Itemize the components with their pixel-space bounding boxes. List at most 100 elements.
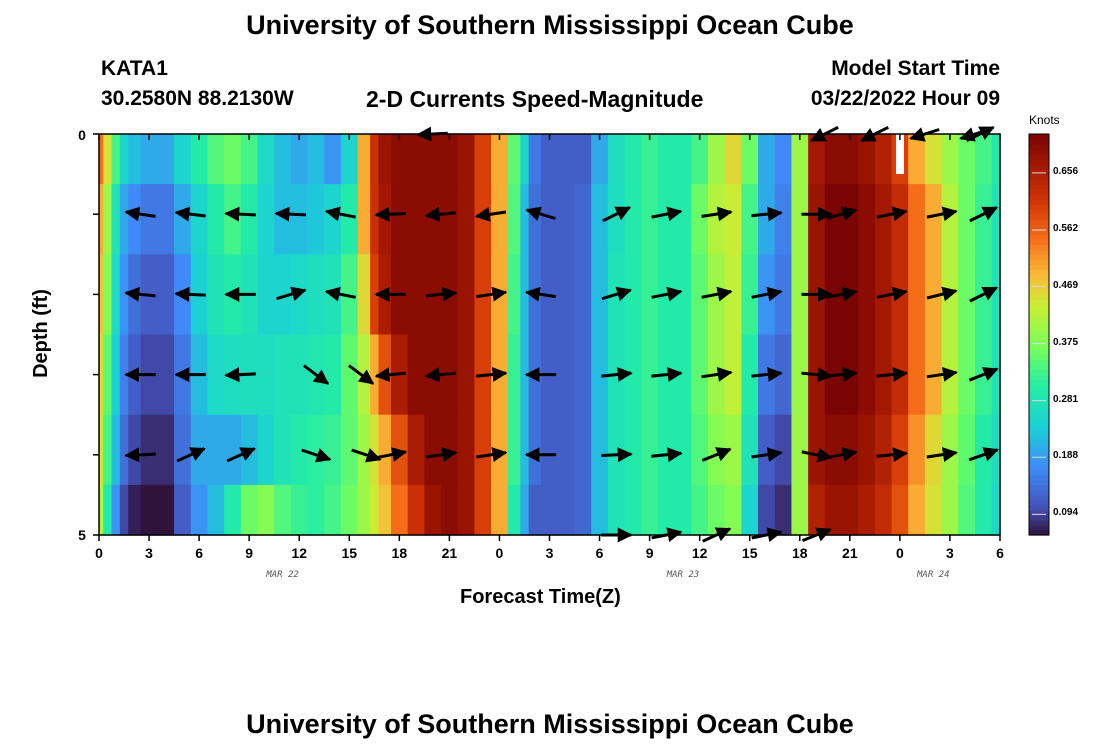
heatmap-cell — [507, 484, 521, 536]
heatmap-cell — [574, 134, 592, 185]
current-vector-arrow — [302, 364, 330, 385]
colorbar-segment — [1029, 479, 1049, 486]
heatmap-cell — [99, 184, 104, 255]
heatmap-cell — [974, 134, 993, 185]
heatmap-cell — [257, 414, 275, 486]
colorbar-segment — [1029, 514, 1049, 521]
heatmap-cell — [390, 414, 409, 486]
colorbar-segment — [1029, 394, 1049, 401]
current-vector-arrow — [324, 286, 356, 302]
heatmap-cell — [774, 254, 793, 336]
heatmap-cell — [858, 414, 876, 486]
heatmap-cell — [991, 134, 1001, 185]
colorbar-segment — [1029, 309, 1049, 316]
heatmap-cell — [541, 414, 559, 486]
heatmap-cell — [190, 484, 209, 536]
heatmap-cell — [441, 184, 459, 255]
x-tick-label: 9 — [645, 545, 654, 561]
heatmap-cell — [474, 184, 492, 255]
heatmap-cell — [157, 414, 175, 486]
colorbar-segment — [1029, 314, 1049, 321]
heatmap-cell — [520, 184, 530, 255]
heatmap-cell — [119, 484, 129, 536]
heatmap-cell — [958, 334, 976, 416]
colorbar-segment — [1029, 429, 1049, 436]
heatmap-cell — [324, 184, 342, 255]
heatmap-cell — [808, 134, 826, 185]
heatmap-cell — [574, 414, 592, 486]
heatmap-cell — [657, 484, 676, 536]
colorbar-segment — [1029, 319, 1049, 326]
heatmap-cell — [674, 254, 692, 336]
heatmap-cell — [190, 134, 209, 185]
colorbar-segment — [1029, 424, 1049, 431]
heatmap-cell — [557, 184, 576, 255]
colorbar-segment — [1029, 359, 1049, 366]
heatmap-cell — [824, 184, 843, 255]
heatmap-cell — [324, 334, 342, 416]
heatmap-cell — [140, 484, 158, 536]
current-vector-arrow — [476, 286, 508, 302]
heatmap-cell — [741, 484, 759, 536]
heatmap-cell — [724, 334, 742, 416]
heatmap-cell — [674, 134, 692, 185]
heatmap-cell — [99, 414, 104, 486]
heatmap-cell — [407, 184, 425, 255]
heatmap-cell — [741, 254, 759, 336]
current-vector-arrow — [174, 206, 206, 222]
x-tick-label: 21 — [842, 545, 858, 561]
current-vector-arrow — [876, 366, 908, 382]
current-vector-arrow — [926, 206, 958, 222]
current-vector-arrow — [524, 286, 557, 302]
heatmap-cell — [924, 134, 943, 185]
heatmap-cell — [924, 254, 943, 336]
colorbar-segment — [1029, 379, 1049, 386]
heatmap-cell — [891, 484, 909, 536]
heatmap-cell — [157, 254, 175, 336]
heatmap-cell — [908, 184, 926, 255]
heatmap-cell — [474, 414, 492, 486]
heatmap-cell — [357, 484, 371, 536]
current-vector-arrow — [651, 286, 683, 302]
heatmap-cell — [370, 414, 380, 486]
heatmap-cell — [941, 414, 959, 486]
heatmap-cell — [908, 254, 926, 336]
heatmap-cell — [378, 184, 392, 255]
heatmap-cell — [858, 334, 876, 416]
heatmap-cell — [111, 134, 121, 185]
heatmap-cell — [520, 414, 530, 486]
heatmap-cell — [858, 254, 876, 336]
heatmap-cell — [340, 414, 359, 486]
current-vector-arrow — [324, 206, 356, 222]
colorbar-segment — [1029, 404, 1049, 411]
heatmap-cell — [591, 414, 609, 486]
heatmap-cell — [370, 334, 380, 416]
heatmap-cell — [307, 134, 325, 185]
x-tick-label: 15 — [741, 545, 758, 561]
heatmap-cell — [641, 184, 659, 255]
heatmap-cell — [103, 184, 113, 255]
heatmap-cell — [274, 334, 292, 416]
heatmap-cell — [340, 334, 359, 416]
heatmap-cell — [774, 184, 793, 255]
heatmap-cell — [774, 134, 793, 185]
current-vector-arrow — [351, 448, 382, 463]
heatmap-cell — [491, 414, 509, 486]
heatmap-cell — [791, 184, 809, 255]
current-vector-arrow — [601, 447, 633, 463]
colorbar-segment — [1029, 229, 1049, 235]
heatmap-cell — [324, 134, 342, 185]
current-vector-arrow — [476, 366, 508, 382]
colorbar-segment — [1029, 239, 1049, 245]
heatmap-cell — [174, 414, 192, 486]
heatmap-cell — [507, 414, 521, 486]
colorbar-segment — [1029, 474, 1049, 481]
heatmap-cell — [874, 184, 893, 255]
current-vector-arrow — [651, 206, 683, 222]
current-vector-arrow — [425, 286, 458, 302]
colorbar-segment — [1029, 339, 1049, 346]
heatmap-cell — [324, 484, 342, 536]
heatmap-cell — [691, 254, 709, 336]
heatmap-cell — [557, 134, 576, 185]
colorbar-segment — [1029, 189, 1049, 195]
